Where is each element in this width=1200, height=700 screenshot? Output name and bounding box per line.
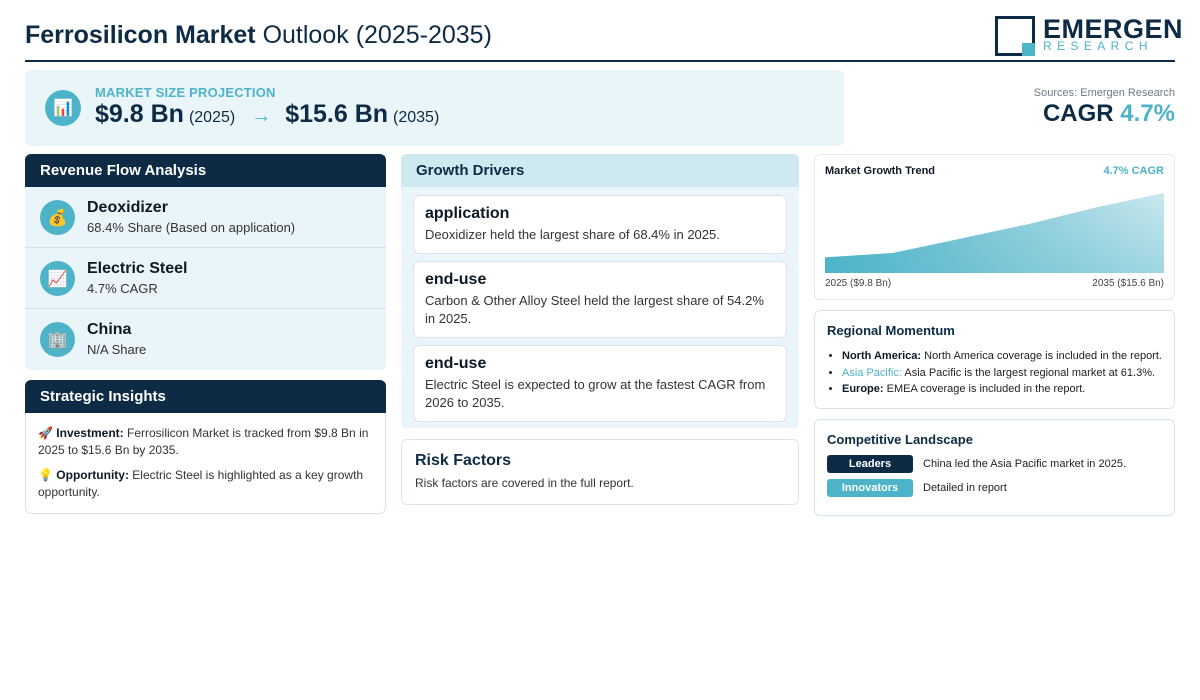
competitive-row: Innovators Detailed in report [827, 479, 1167, 497]
insight-label: Opportunity: [56, 468, 129, 482]
bar-chart-icon: 📊 [45, 90, 81, 126]
competitive-text: Detailed in report [923, 482, 1007, 494]
trend-start-label: 2025 ($9.8 Bn) [825, 278, 892, 289]
end-value: $15.6 Bn [285, 100, 389, 128]
risk-factors-card: Risk Factors Risk factors are covered in… [401, 439, 799, 505]
insight-text: Ferrosilicon Market is tracked from $9.8… [38, 426, 369, 457]
revenue-flow-title: Revenue Flow Analysis [25, 154, 386, 187]
driver-item: application Deoxidizer held the largest … [413, 195, 787, 254]
driver-text: Deoxidizer held the largest share of 68.… [425, 227, 720, 242]
trend-title: Market Growth Trend [825, 165, 936, 177]
trend-area-chart [825, 193, 1164, 273]
regional-momentum-title: Regional Momentum [827, 323, 955, 338]
logo-subtitle: RESEARCH [1043, 39, 1153, 53]
driver-text: Electric Steel is expected to grow at th… [425, 377, 766, 410]
projection-values: $9.8 Bn (2025) → $15.6 Bn (2035) [95, 100, 439, 129]
logo-mark-icon [995, 16, 1035, 56]
arrow-right-icon: → [251, 105, 272, 127]
risk-factors-title: Risk Factors [415, 452, 512, 469]
cagr-label: CAGR [1042, 100, 1114, 127]
insight-investment: 🚀 Investment: Ferrosilicon Market is tra… [38, 425, 373, 459]
revenue-item: 💰 Deoxidizer 68.4% Share (Based on appli… [25, 187, 386, 248]
revenue-item-sub: 4.7% CAGR [87, 281, 158, 296]
emergen-logo: EMERGEN RESEARCH [995, 14, 1183, 56]
trend-area-shade [825, 193, 1164, 273]
strategic-insights-title: Strategic Insights [25, 380, 386, 413]
insight-text: Electric Steel is highlighted as a key g… [38, 468, 364, 499]
risk-factors-text: Risk factors are covered in the full rep… [415, 476, 634, 490]
lightbulb-icon: 💡 [38, 468, 53, 482]
regional-momentum-card: Regional Momentum North America: North A… [814, 310, 1175, 409]
cagr-value: 4.7% [1120, 100, 1175, 127]
competitive-text: China led the Asia Pacific market in 202… [923, 458, 1127, 470]
region-text: Asia Pacific is the largest regional mar… [901, 366, 1156, 379]
driver-title: end-use [425, 271, 487, 288]
competitive-landscape-card: Competitive Landscape Leaders China led … [814, 419, 1175, 516]
sources-note: Sources: Emergen Research [1033, 87, 1175, 99]
revenue-item-sub: 68.4% Share (Based on application) [87, 220, 296, 235]
revenue-item-title: Deoxidizer [87, 199, 168, 216]
trend-cagr-label: 4.7% CAGR [1103, 165, 1164, 177]
start-year: (2025) [188, 109, 236, 126]
regional-list: North America: North America coverage is… [842, 348, 1172, 398]
driver-item: end-use Electric Steel is expected to gr… [413, 345, 787, 422]
region-text: EMEA coverage is included in the report. [883, 383, 1086, 395]
rocket-icon: 🚀 [38, 426, 53, 440]
strategic-insights-card: Strategic Insights 🚀 Investment: Ferrosi… [25, 380, 386, 514]
region-name: Asia Pacific: [842, 366, 902, 379]
title-rest: Outlook (2025-2035) [255, 21, 492, 49]
title-bold: Ferrosilicon Market [25, 21, 256, 49]
chart-up-icon: 📈 [40, 261, 75, 296]
region-name: Europe: [842, 383, 884, 395]
page-header: Ferrosilicon Market Outlook (2025-2035) … [25, 12, 1183, 62]
revenue-item-sub: N/A Share [87, 342, 147, 357]
revenue-item: 📈 Electric Steel 4.7% CAGR [25, 248, 386, 309]
driver-text: Carbon & Other Alloy Steel held the larg… [425, 293, 764, 326]
driver-item: end-use Carbon & Other Alloy Steel held … [413, 261, 787, 338]
competitive-row: Leaders China led the Asia Pacific marke… [827, 455, 1167, 473]
projection-label: MARKET SIZE PROJECTION [95, 85, 276, 100]
region-item-europe: Europe: EMEA coverage is included in the… [842, 381, 1172, 398]
page-title: Ferrosilicon Market Outlook (2025-2035) [25, 21, 492, 50]
innovators-badge: Innovators [827, 479, 913, 497]
region-item-north-america: North America: North America coverage is… [842, 348, 1172, 365]
competitive-landscape-title: Competitive Landscape [827, 432, 973, 447]
end-year: (2035) [393, 109, 440, 126]
revenue-item-title: Electric Steel [87, 260, 188, 277]
revenue-flow-card: Revenue Flow Analysis 💰 Deoxidizer 68.4%… [25, 154, 386, 370]
cagr-headline: CAGR 4.7% [1043, 100, 1175, 128]
region-name: North America: [842, 350, 922, 362]
insight-label: Investment: [56, 426, 124, 440]
revenue-item-title: China [87, 321, 132, 338]
market-size-projection: 📊 MARKET SIZE PROJECTION $9.8 Bn (2025) → $… [25, 70, 844, 146]
region-text: North America coverage is included in th… [921, 350, 1162, 362]
logo-name: EMERGEN [1043, 14, 1184, 44]
driver-title: application [425, 205, 510, 222]
market-growth-trend-card: Market Growth Trend 4.7% CAGR 2025 ($9.8… [814, 154, 1175, 300]
money-bag-icon: 💰 [40, 200, 75, 235]
revenue-item: 🏢 China N/A Share [25, 309, 386, 370]
insight-opportunity: 💡 Opportunity: Electric Steel is highlig… [38, 467, 373, 501]
leaders-badge: Leaders [827, 455, 913, 473]
region-item-asia-pacific: Asia Pacific: Asia Pacific is the larges… [842, 365, 1172, 382]
start-value: $9.8 Bn [95, 100, 184, 128]
trend-end-label: 2035 ($15.6 Bn) [1092, 278, 1164, 289]
driver-title: end-use [425, 355, 487, 372]
growth-drivers-title: Growth Drivers [401, 154, 799, 187]
building-icon: 🏢 [40, 322, 75, 357]
growth-drivers-card: Growth Drivers application Deoxidizer he… [401, 154, 799, 428]
